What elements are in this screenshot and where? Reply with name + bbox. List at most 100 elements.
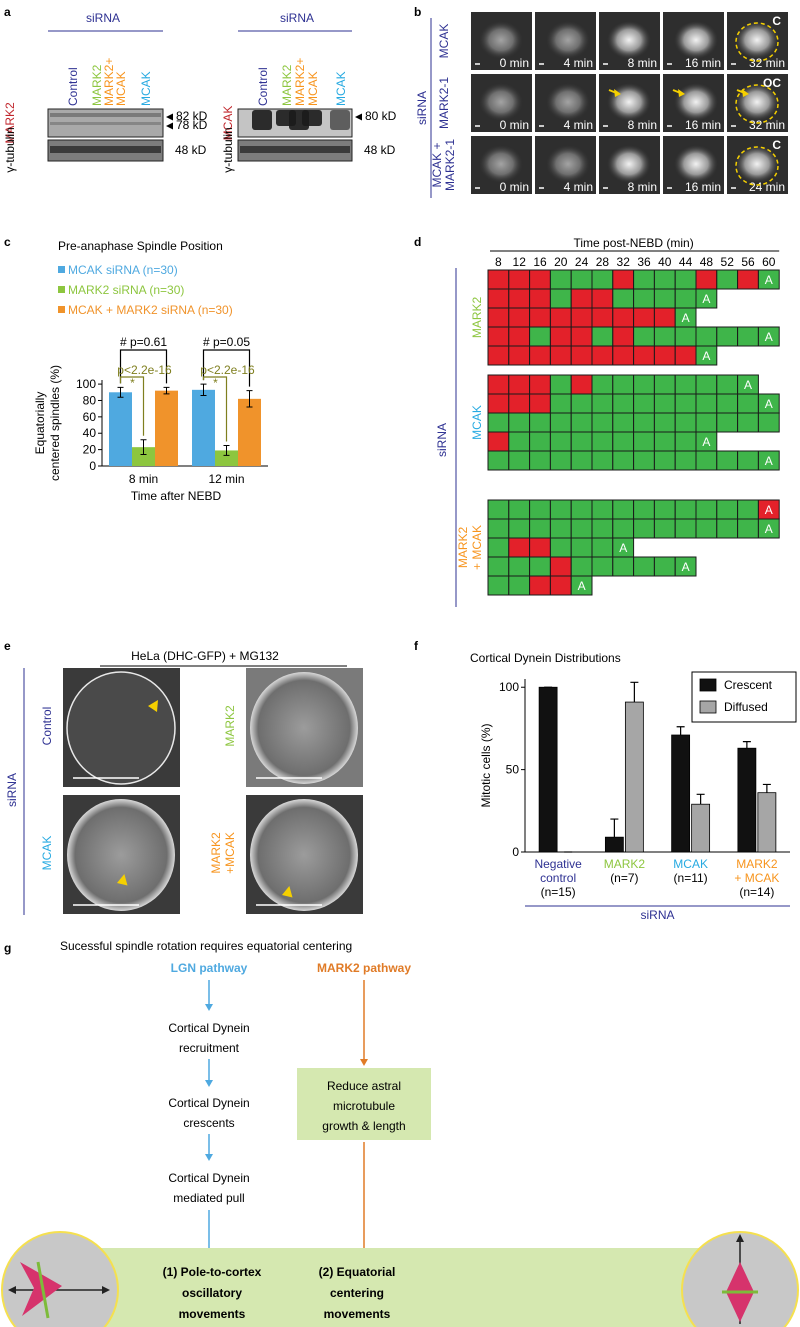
- significance-label: *: [213, 376, 218, 390]
- error-bar: [223, 445, 230, 456]
- time-label: 0 min: [500, 180, 529, 194]
- x-tick-label: 12 min: [208, 472, 244, 486]
- legend-label: Crescent: [724, 678, 773, 692]
- loading-band: [240, 146, 350, 153]
- pathway-step: Cortical Dynein: [168, 1171, 249, 1185]
- panel-letter: f: [414, 639, 419, 653]
- timeline-cell: [508, 431, 531, 452]
- timeline-cell: [508, 345, 531, 366]
- marker-arrow: [355, 113, 362, 121]
- timeline-cell: [716, 412, 739, 433]
- significance-bracket: [202, 349, 251, 387]
- timeline-cell: [549, 450, 572, 471]
- timeline-cell: [674, 269, 697, 290]
- timeline-cell: [674, 431, 697, 452]
- timeline-cell: [612, 412, 635, 433]
- y-tick-label: 50: [506, 763, 520, 777]
- timeline-cell: [757, 326, 780, 347]
- timeline-cell: [653, 518, 676, 539]
- image-title: HeLa (DHC-GFP) + MG132: [131, 649, 279, 663]
- cell-label: A: [619, 541, 627, 555]
- timeline-cell: [633, 326, 655, 347]
- timeline-cell: [570, 431, 593, 452]
- bar: [671, 734, 691, 853]
- blot-band: [50, 122, 161, 125]
- significance-bracket: [119, 349, 168, 384]
- bar: [604, 836, 624, 853]
- x-tick-label: MARK2: [736, 857, 778, 871]
- timeline-cell: [716, 499, 739, 520]
- error-bar: [117, 386, 124, 398]
- cell-label: A: [702, 435, 710, 449]
- timeline-cell: [695, 450, 718, 471]
- significance-bracket: [202, 376, 228, 442]
- timeline-cell: [529, 307, 551, 328]
- panel-letter: d: [414, 235, 421, 249]
- image-label: MARK2: [223, 705, 237, 747]
- significance-label: p<2.2e-16: [117, 363, 172, 377]
- timeline-cell: [591, 288, 614, 309]
- pathway-step: microtubule: [333, 1099, 395, 1113]
- timeline-cell: [633, 345, 655, 366]
- bar: [624, 701, 644, 853]
- legend-swatch: [58, 306, 65, 313]
- row-label: MARK2-1: [437, 77, 451, 129]
- timeline-cell: [674, 499, 697, 520]
- blot-band: [302, 110, 322, 126]
- outcome-label: oscillatory: [182, 1286, 242, 1300]
- spindle: [20, 1262, 62, 1316]
- bar: [691, 803, 711, 853]
- timeline-cell: [653, 269, 676, 290]
- timeline-cell: [529, 518, 551, 539]
- bar: [737, 747, 757, 853]
- timeline-cell: [674, 412, 697, 433]
- bar: [192, 389, 215, 466]
- timeline-cell: [591, 518, 614, 539]
- outcome-band: [40, 1248, 760, 1327]
- panel-letter: a: [4, 5, 11, 19]
- timeline-cell: [487, 374, 510, 395]
- timeline-cell: [653, 431, 676, 452]
- time-label: 16 min: [685, 180, 721, 194]
- lane-label: MARK2+: [102, 58, 116, 106]
- timeline-cell: [737, 499, 759, 520]
- timeline-cell: [591, 537, 614, 558]
- timeline-cell: [591, 269, 614, 290]
- group-name: + MCAK: [470, 525, 484, 570]
- timeline-cell: [757, 518, 780, 539]
- timeline-cell: [529, 499, 551, 520]
- timeline-cell: [612, 393, 635, 414]
- time-label: 20: [554, 255, 568, 269]
- legend-swatch: [699, 700, 717, 714]
- lane-label: MCAK: [139, 71, 153, 106]
- significance-label: # p=0.05: [203, 335, 250, 349]
- timeline-cell: [529, 412, 551, 433]
- timeline-cell: [508, 269, 531, 290]
- lane-label: Control: [256, 67, 270, 106]
- outcome-label: movements: [179, 1307, 246, 1321]
- bar: [155, 390, 178, 466]
- x-tick-count: (n=14): [739, 885, 774, 899]
- timeline-cell: [529, 537, 551, 558]
- timeline-cell: [529, 556, 551, 577]
- cell: [607, 145, 651, 183]
- pointer-head: [742, 89, 749, 97]
- y-axis-label: Mitotic cells (%): [479, 723, 493, 807]
- cell: [250, 672, 358, 784]
- legend-label: MARK2 siRNA (n=30): [68, 283, 184, 297]
- timeline-cell: [549, 393, 572, 414]
- timeline-cell: [591, 326, 614, 347]
- cell: [546, 83, 590, 121]
- pointer-head: [678, 89, 685, 97]
- time-label: 8 min: [628, 56, 657, 70]
- panel-letter: e: [4, 639, 11, 653]
- significance-label: p<2.2e-16: [200, 363, 255, 377]
- timeline-cell: [653, 450, 676, 471]
- timeline-cell: [570, 345, 593, 366]
- blot-band: [252, 110, 272, 130]
- timeline-cell: [653, 556, 676, 577]
- timeline-cell: [529, 345, 551, 366]
- time-label: 0 min: [500, 56, 529, 70]
- timeline-cell: [508, 412, 531, 433]
- timeline-cell: [549, 412, 572, 433]
